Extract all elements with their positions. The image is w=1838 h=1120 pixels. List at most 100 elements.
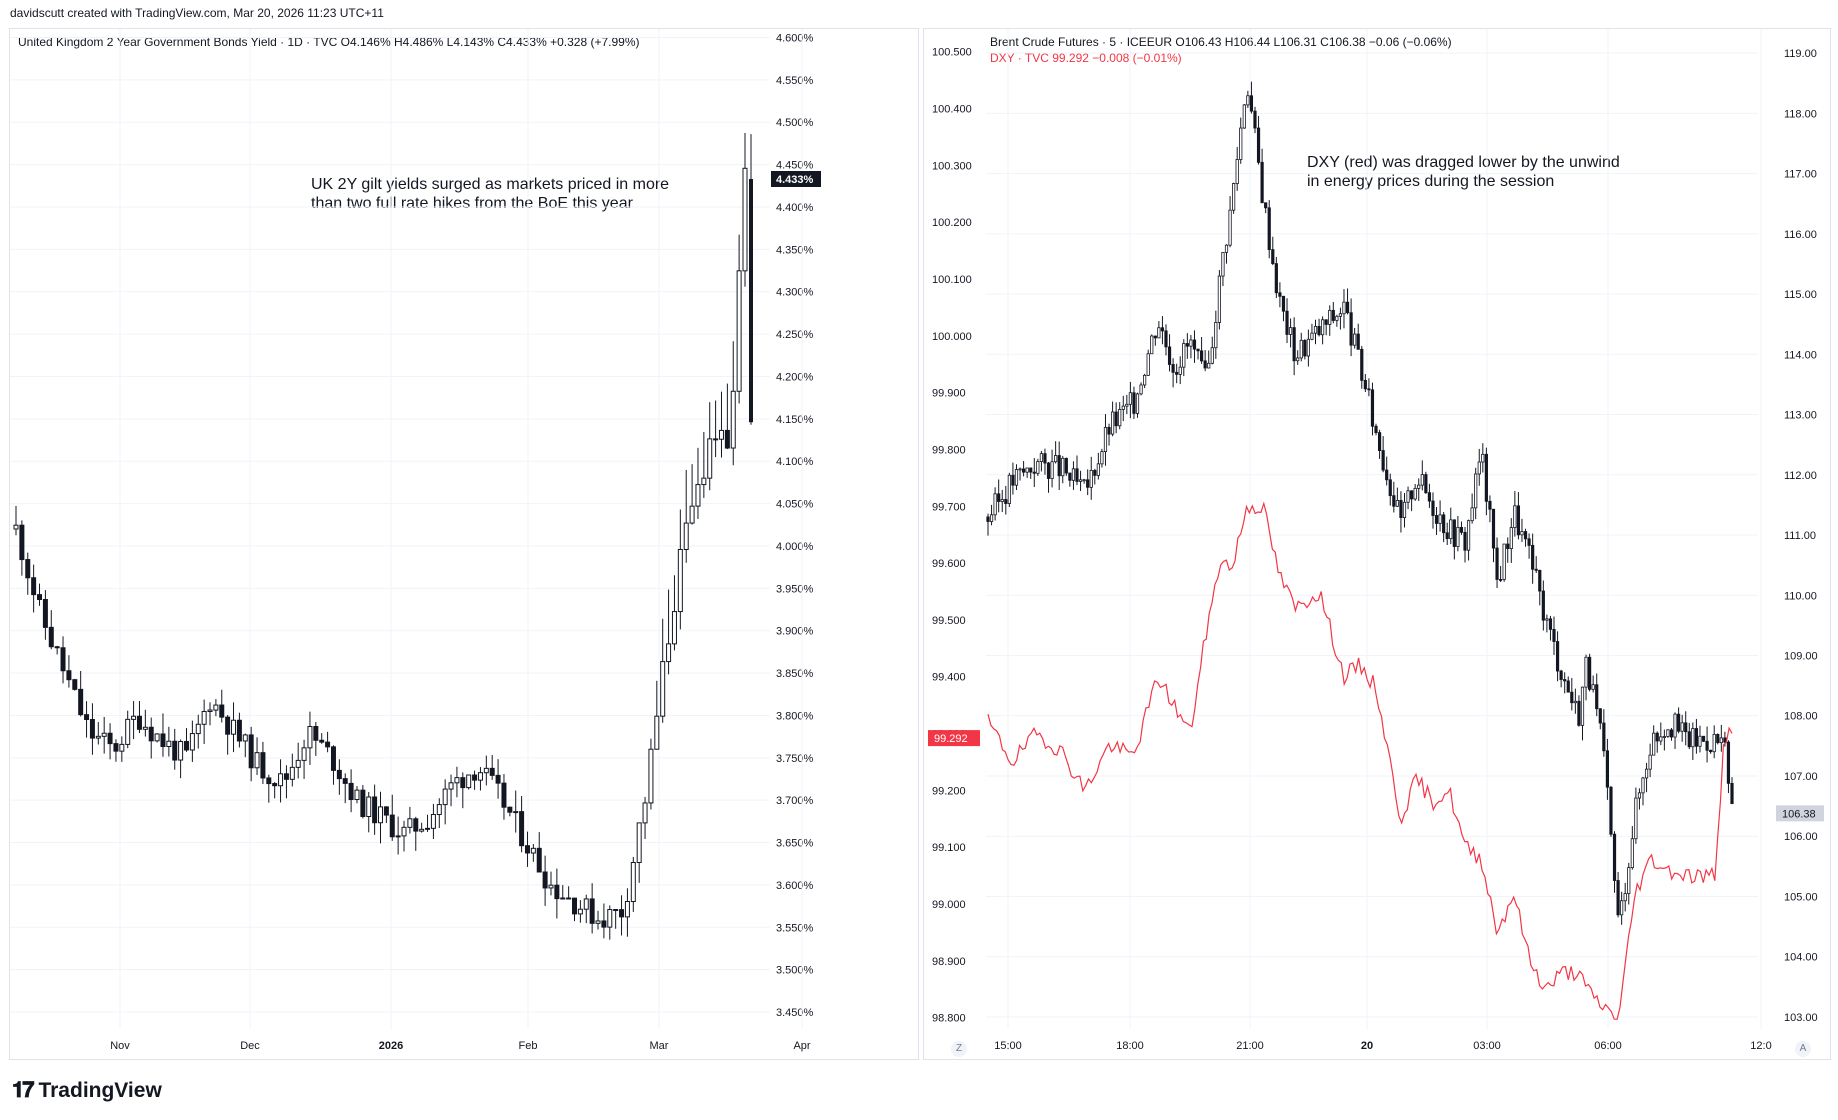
uk2y-chart-pane[interactable]: United Kingdom 2 Year Government Bonds Y… — [9, 28, 919, 1060]
brent-candle-body — [1292, 327, 1296, 362]
dxy-annotation[interactable]: DXY (red) was dragged lower by the unwin… — [1307, 153, 1620, 191]
brent-candle-body — [993, 493, 997, 516]
brent-y-tick-label: 106.00 — [1784, 831, 1818, 843]
brent-candle-body — [1100, 451, 1104, 465]
uk2y-candle-body — [507, 806, 513, 813]
dxy-y-tick-label: 99.200 — [932, 785, 966, 797]
uk2y-candle-body — [125, 718, 131, 745]
brent-candle-body — [1086, 479, 1090, 488]
brent-candle-body — [1160, 327, 1165, 332]
uk2y-candle-body — [372, 796, 378, 824]
brent-candle-body — [1627, 867, 1631, 894]
uk2y-candle-body — [113, 743, 119, 752]
brent-candle-body — [1071, 468, 1076, 481]
uk2y-x-tick-label: Mar — [650, 1040, 669, 1052]
brent-candle-body — [1345, 301, 1350, 314]
brent-candle-body — [1153, 335, 1157, 339]
uk2y-y-tick-label: 4.550% — [776, 75, 814, 87]
dxy-y-tick-label: 99.500 — [932, 615, 966, 627]
uk2y-legend[interactable]: United Kingdom 2 Year Government Bonds Y… — [18, 35, 640, 49]
uk2y-candle-body — [378, 806, 383, 824]
brent-y-tick-label: 113.00 — [1784, 410, 1817, 422]
brent-candle-body — [1057, 455, 1061, 477]
brent-candle-body — [1157, 327, 1161, 339]
brent-candle-body — [1555, 641, 1560, 672]
brent-candle-body — [1381, 450, 1385, 471]
brent-legend[interactable]: Brent Crude Futures · 5 · ICEEUR O106.43… — [990, 35, 1452, 49]
uk2y-candle-body — [131, 715, 137, 720]
brent-candle-body — [1078, 479, 1083, 482]
brent-candle-body — [1534, 568, 1538, 571]
uk2y-candle-body — [213, 704, 219, 711]
uk2y-candle-body — [289, 766, 295, 780]
brent-y-tick-label: 117.00 — [1784, 169, 1817, 181]
brent-candle-body — [1545, 618, 1549, 621]
brent-candle-body — [1043, 453, 1047, 464]
uk2y-candle-body — [301, 747, 307, 761]
dxy-y-tick-label: 99.400 — [932, 672, 966, 684]
uk2y-chart-svg[interactable]: 4.600% 4.550% 4.500% 4.450% 4.400% 4.350% 4.30… — [10, 29, 918, 1059]
uk2y-candle-body — [31, 577, 37, 596]
brent-candle-body — [1456, 526, 1460, 547]
brent-candle-body — [1709, 749, 1713, 753]
uk2y-candle-body — [589, 898, 595, 924]
brent-candle-body — [1011, 474, 1015, 486]
brent-candle-body — [1135, 393, 1140, 414]
uk2y-candle-body — [313, 725, 319, 741]
brent-candle-body — [1367, 388, 1371, 391]
dxy-y-tick-label: 99.600 — [932, 558, 966, 570]
brent-candle-body — [1694, 728, 1699, 747]
uk2y-candle-body — [89, 719, 95, 739]
brent-dxy-chart-pane[interactable]: Brent Crude Futures · 5 · ICEEUR O106.43… — [923, 28, 1831, 1060]
uk2y-y-tick-label: 4.600% — [776, 32, 814, 44]
uk2y-candle-body — [42, 599, 48, 628]
brent-x-tick-label: 03:00 — [1473, 1040, 1501, 1052]
brent-candle-body — [1684, 722, 1688, 733]
uk2y-candle-body — [207, 709, 213, 712]
uk2y-y-tick-label: 4.350% — [776, 244, 814, 256]
brent-candle-body — [1691, 728, 1695, 748]
brent-candle-body — [1061, 457, 1065, 477]
uk2y-candle-body — [407, 818, 413, 828]
uk2y-candle-body — [730, 390, 736, 449]
uk2y-candle-body — [707, 438, 713, 479]
z-button[interactable]: Z — [951, 1041, 967, 1057]
brent-x-tick-label: 06:00 — [1594, 1040, 1622, 1052]
brent-candle-body — [1442, 514, 1446, 534]
brent-candle-body — [1000, 499, 1004, 502]
brent-candle-body — [1598, 708, 1602, 724]
brent-candle-body — [1523, 531, 1528, 540]
brent-candle-body — [1353, 333, 1357, 346]
brent-dxy-chart-svg[interactable]: 100.500 100.400 100.300 100.200 100.100 100.0… — [924, 29, 1830, 1059]
brent-candle-body — [1342, 301, 1346, 315]
brent-candle-body — [1406, 490, 1410, 503]
uk2y-y-tick-label: 4.200% — [776, 371, 814, 383]
brent-candle-body — [986, 516, 990, 522]
brent-candle-body — [1139, 384, 1143, 395]
brent-candle-body — [1338, 313, 1343, 317]
uk2y-candle-body — [513, 811, 519, 814]
dxy-y-tick-label: 100.000 — [932, 331, 972, 343]
dxy-legend[interactable]: DXY · TVC 99.292 −0.008 (−0.01%) — [990, 51, 1182, 65]
uk2y-y-tick-label: 3.900% — [776, 626, 814, 638]
uk2y-candle-body — [95, 735, 101, 739]
brent-candle-body — [1128, 392, 1132, 405]
uk2y-candle-body — [501, 782, 507, 808]
uk2y-candle-body — [330, 746, 336, 771]
auto-scale-button[interactable]: A — [1795, 1041, 1811, 1057]
brent-y-tick-label: 116.00 — [1784, 229, 1817, 241]
tradingview-logo[interactable]: 𝟏𝟕 TradingView — [12, 1078, 162, 1103]
brent-candle-body — [1239, 127, 1243, 160]
uk2y-y-tick-label: 3.650% — [776, 838, 814, 850]
brent-candle-body — [1452, 519, 1456, 547]
uk2y-candle-body — [154, 733, 160, 742]
brent-candle-body — [1264, 202, 1268, 209]
uk2y-candle-body — [413, 818, 419, 832]
uk2y-candle-body — [530, 847, 536, 854]
brent-candle-body — [1132, 392, 1136, 414]
brent-candle-body — [1114, 411, 1118, 427]
brent-candle-body — [1317, 325, 1321, 336]
brent-candle-body — [1260, 161, 1264, 204]
uk2y-candle-body — [601, 920, 607, 928]
brent-x-tick-label: 20 — [1361, 1040, 1373, 1052]
